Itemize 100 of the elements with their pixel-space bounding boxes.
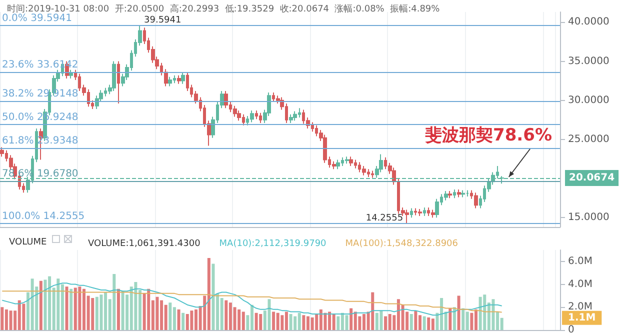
- bar: [224, 300, 228, 330]
- bar: [336, 316, 340, 330]
- bar: [462, 308, 465, 330]
- ref-line-label: 100.0% 14.2555: [2, 210, 85, 222]
- y-tick-label: 2.0M: [568, 302, 593, 313]
- candlestick: [332, 160, 336, 170]
- y-tick-label: 0: [568, 324, 574, 335]
- bar: [134, 282, 138, 330]
- candlestick: [423, 206, 426, 217]
- y-tick-label: 30.0000: [568, 94, 610, 106]
- bar: [350, 308, 353, 330]
- bar: [276, 312, 280, 330]
- candlestick: [237, 110, 241, 122]
- bar: [354, 312, 357, 330]
- ref-line-label: 20.0674: [569, 172, 615, 184]
- bar: [44, 280, 47, 330]
- bar: [56, 278, 60, 330]
- candlestick: [168, 76, 172, 87]
- bar: [259, 314, 262, 330]
- bar: [207, 258, 210, 330]
- candlestick: [448, 190, 452, 199]
- bar: [0, 307, 4, 330]
- candlestick: [0, 146, 4, 158]
- candlestick: [410, 208, 413, 218]
- bar: [371, 292, 374, 330]
- bar: [22, 304, 26, 330]
- bar: [168, 302, 172, 330]
- candlestick: [250, 110, 254, 123]
- bar: [427, 317, 430, 330]
- bar: [345, 315, 348, 330]
- bar: [388, 314, 392, 330]
- bar: [121, 291, 124, 330]
- bar: [182, 312, 185, 330]
- candlestick: [435, 198, 439, 218]
- bar: [9, 310, 12, 330]
- chart-title: 时间:2019-10-31 08:00 开:20.0500 高:20.2993 低:19.3529 收:20.0674 涨幅:0.08% 振幅:4.89%: [7, 4, 440, 14]
- candlestick: [293, 110, 297, 122]
- bar: [70, 288, 73, 330]
- bar: [254, 312, 258, 330]
- bar: [431, 318, 434, 330]
- bar: [452, 307, 456, 330]
- bar: [112, 274, 116, 330]
- bar: [289, 314, 292, 330]
- bar: [30, 278, 34, 330]
- candlestick: [233, 105, 237, 118]
- bar: [483, 294, 486, 330]
- bar: [116, 288, 120, 330]
- candlestick: [345, 156, 349, 164]
- candlestick: [457, 188, 461, 198]
- bar: [164, 304, 168, 330]
- bar: [280, 315, 284, 330]
- candlestick: [259, 112, 262, 124]
- y-tick-label: 35.0000: [568, 56, 610, 67]
- y-tick-label: 6.0M: [568, 256, 593, 267]
- annotation: 39.5941: [144, 15, 182, 26]
- series-label: VOLUME:1,061,391.4300: [88, 239, 201, 249]
- candlestick: [224, 90, 228, 109]
- candlestick: [255, 110, 258, 120]
- bar: [375, 312, 378, 330]
- bar: [414, 310, 418, 330]
- y-tick-label: 40.0000: [568, 16, 610, 28]
- candlestick: [336, 159, 340, 170]
- line-series: [2, 282, 502, 316]
- bar: [39, 280, 42, 330]
- annotation: 斐波那契78.6%: [425, 126, 552, 146]
- bar: [142, 293, 146, 330]
- bar: [190, 310, 194, 330]
- bar: [100, 294, 103, 330]
- candlestick: [474, 192, 478, 209]
- bar: [268, 299, 271, 330]
- bar: [324, 312, 327, 330]
- ref-line-label: 0.0% 39.5941: [2, 12, 72, 24]
- candlestick: [69, 69, 73, 79]
- candlestick: [323, 134, 327, 164]
- bar: [156, 296, 159, 330]
- bar: [91, 298, 94, 330]
- bar: [332, 314, 336, 330]
- candlestick: [177, 74, 181, 84]
- bar: [384, 316, 388, 330]
- bar: [147, 288, 150, 330]
- candlestick: [181, 72, 185, 84]
- bar: [448, 308, 452, 330]
- chart-title: VOLUME: [9, 238, 47, 248]
- bar: [65, 286, 68, 330]
- bar: [319, 309, 322, 330]
- y-tick-label: 25.0000: [568, 134, 610, 145]
- y-tick-label: 4.0M: [568, 278, 593, 290]
- candlestick: [431, 209, 435, 218]
- bar: [74, 288, 77, 330]
- bar: [95, 296, 98, 330]
- bar: [492, 299, 495, 330]
- bar: [186, 314, 189, 330]
- candlestick: [444, 190, 448, 201]
- candlestick: [418, 208, 422, 217]
- annotation: 14.2555: [366, 213, 404, 224]
- text: MA(100):1,548,322.8906: [345, 239, 458, 249]
- bar: [380, 310, 383, 330]
- y-tick-label: 15.0000: [568, 212, 610, 224]
- candlestick: [405, 209, 409, 224]
- bar: [302, 315, 306, 330]
